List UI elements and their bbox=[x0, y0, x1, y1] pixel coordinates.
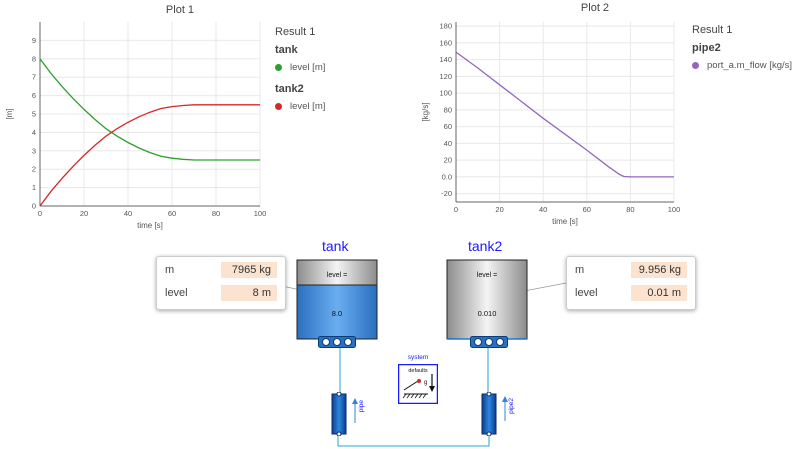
x-tick-label: 20 bbox=[495, 205, 503, 214]
y-tick-label: 140 bbox=[439, 55, 452, 64]
y-tick-label: 1 bbox=[32, 183, 36, 192]
plot1-legend-group-tank2: tank2 bbox=[275, 83, 304, 95]
y-tick-label: 4 bbox=[32, 128, 36, 137]
tank-level-info-value: 8 m bbox=[221, 285, 277, 301]
x-tick-label: 60 bbox=[583, 205, 591, 214]
plot1-legend: Result 1 tank level [m] tank2 level [m] bbox=[275, 26, 325, 112]
tank2-ports[interactable] bbox=[470, 335, 508, 353]
tank-info-box: m 7965 kg level 8 m bbox=[156, 256, 286, 310]
plot1-legend-group-tank: tank bbox=[275, 44, 298, 56]
x-tick-label: 20 bbox=[80, 209, 88, 218]
system-title: system bbox=[407, 354, 429, 361]
x-tick-label: 40 bbox=[124, 209, 132, 218]
plot1-chart[interactable]: 0 20 40 60 80 100 0 1 2 3 4 5 6 7 8 9 time [s] [m] bbox=[0, 0, 270, 240]
y-tick-label: 0 bbox=[32, 202, 36, 211]
pipe-label: pipe bbox=[358, 400, 365, 413]
system-component[interactable] bbox=[397, 363, 439, 405]
y-tick-label: 0.0 bbox=[442, 172, 452, 181]
tank-level-info-label: level bbox=[165, 287, 188, 299]
y-tick-label: 6 bbox=[32, 91, 36, 100]
y-tick-label: 120 bbox=[439, 72, 452, 81]
tank2-component[interactable] bbox=[446, 259, 528, 341]
x-axis-label: time [s] bbox=[137, 221, 163, 230]
tank2-info-box: m 9.956 kg level 0.01 m bbox=[566, 256, 696, 310]
tank2-level-label: level = bbox=[476, 272, 498, 279]
tank2-mass-label: m bbox=[575, 264, 585, 276]
x-tick-label: 100 bbox=[668, 205, 681, 214]
system-defaults-label: defaults bbox=[408, 368, 428, 374]
y-tick-label: 40 bbox=[444, 139, 452, 148]
tank2-level-value: 0.010 bbox=[477, 309, 497, 318]
tank2-mass-value: 9.956 kg bbox=[631, 262, 687, 278]
y-tick-label: 5 bbox=[32, 110, 36, 119]
tank2-level-info-value: 0.01 m bbox=[631, 285, 687, 301]
plot1-legend-item-tank2-level[interactable]: level [m] bbox=[275, 101, 325, 112]
y-tick-label: 2 bbox=[32, 165, 36, 174]
y-tick-label: 100 bbox=[439, 89, 452, 98]
pipe2-flow-arrow-icon bbox=[502, 396, 508, 427]
pipe2-label: pipe2 bbox=[508, 398, 515, 414]
x-tick-label: 80 bbox=[626, 205, 634, 214]
legend-item-label: level [m] bbox=[290, 101, 326, 112]
y-tick-label: 8 bbox=[32, 54, 36, 63]
y-tick-label: 60 bbox=[444, 122, 452, 131]
x-tick-label: 40 bbox=[539, 205, 547, 214]
tank-level-value: 8.0 bbox=[331, 309, 343, 318]
y-tick-label: 20 bbox=[444, 156, 452, 165]
tank2-level-info-label: level bbox=[575, 287, 598, 299]
legend-dot-icon bbox=[275, 64, 282, 71]
x-tick-label: 100 bbox=[254, 209, 267, 218]
y-tick-label: -20 bbox=[441, 189, 452, 198]
x-tick-label: 80 bbox=[212, 209, 220, 218]
plot2-legend-group-pipe2: pipe2 bbox=[692, 42, 721, 54]
tank-mass-value: 7965 kg bbox=[221, 262, 277, 278]
tank-component[interactable] bbox=[296, 259, 378, 341]
connection-line bbox=[337, 436, 490, 447]
x-tick-label: 0 bbox=[454, 205, 458, 214]
pipe-flow-arrow-icon bbox=[352, 398, 358, 429]
x-tick-label: 60 bbox=[168, 209, 176, 218]
plot1-title: Plot 1 bbox=[165, 4, 195, 16]
legend-item-label: port_a.m_flow [kg/s] bbox=[707, 60, 793, 71]
y-axis-label: [m] bbox=[5, 108, 14, 119]
plot1-legend-result: Result 1 bbox=[275, 26, 316, 38]
tank-title: tank bbox=[322, 238, 349, 254]
pipe-component[interactable] bbox=[329, 391, 349, 437]
legend-dot-icon bbox=[692, 62, 699, 69]
x-tick-label: 0 bbox=[38, 209, 42, 218]
tank-level-label: level = bbox=[326, 272, 348, 279]
series-line-0[interactable] bbox=[455, 51, 674, 178]
x-axis-label: time [s] bbox=[552, 217, 578, 226]
plot2-title: Plot 2 bbox=[580, 2, 610, 14]
system-g-label: g bbox=[424, 380, 428, 386]
series-line-1[interactable] bbox=[39, 104, 260, 207]
tank2-title: tank2 bbox=[468, 238, 503, 254]
y-axis-label: [kg/s] bbox=[421, 102, 430, 121]
plot2-legend: Result 1 pipe2 port_a.m_flow [kg/s] bbox=[692, 24, 792, 71]
y-tick-label: 160 bbox=[439, 38, 452, 47]
plot2-legend-item-pipe2-flow[interactable]: port_a.m_flow [kg/s] bbox=[692, 60, 792, 71]
tank-mass-label: m bbox=[165, 264, 175, 276]
y-tick-label: 7 bbox=[32, 73, 36, 82]
legend-item-label: level [m] bbox=[290, 62, 326, 73]
plot2-chart[interactable]: 0 20 40 60 80 100 -20 0.0 20 40 60 80 100 120 140 160 18… bbox=[410, 0, 690, 240]
plot2-legend-result: Result 1 bbox=[692, 24, 733, 36]
y-tick-label: 80 bbox=[444, 105, 452, 114]
legend-dot-icon bbox=[275, 103, 282, 110]
pipe2-component[interactable] bbox=[479, 391, 499, 437]
y-tick-label: 180 bbox=[439, 22, 452, 31]
plot1-legend-item-tank-level[interactable]: level [m] bbox=[275, 62, 325, 73]
y-tick-label: 3 bbox=[32, 146, 36, 155]
series-line-0[interactable] bbox=[39, 58, 260, 161]
y-tick-label: 9 bbox=[32, 36, 36, 45]
tank-ports[interactable] bbox=[318, 335, 356, 353]
